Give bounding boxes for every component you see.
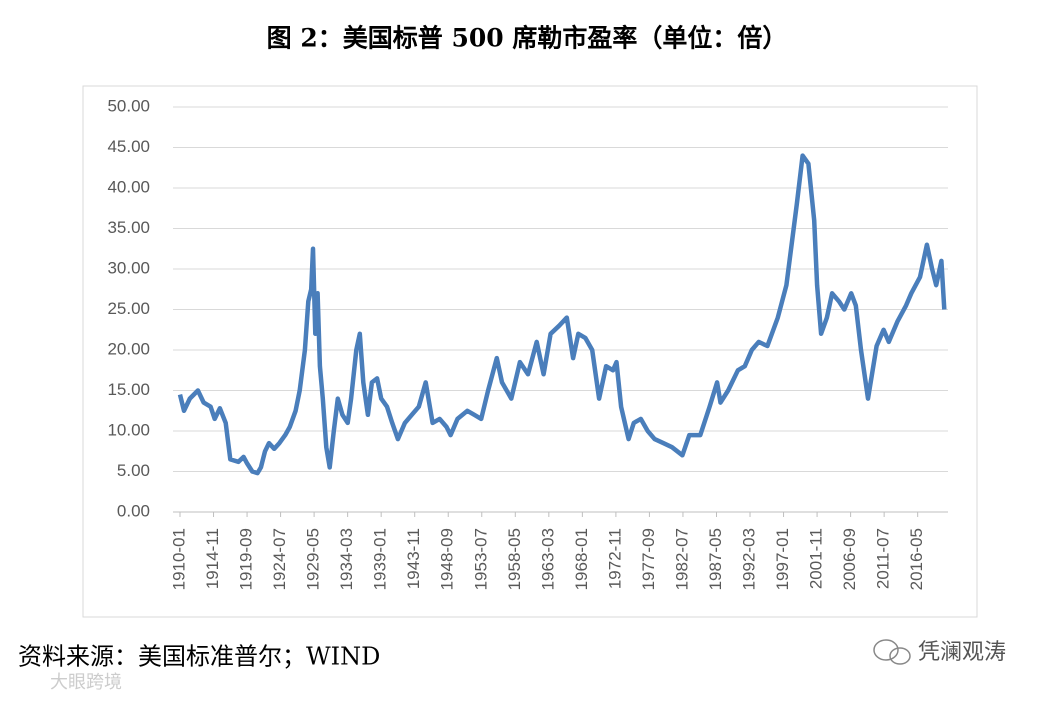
y-tick-label: 10.00 [107, 420, 150, 439]
y-tick-label: 5.00 [117, 461, 150, 480]
y-tick-label: 45.00 [107, 137, 150, 156]
y-tick-label: 0.00 [117, 501, 150, 520]
x-tick-label: 2006-09 [840, 528, 859, 590]
watermark-icon [873, 639, 911, 665]
x-tick-label: 1972-11 [605, 528, 624, 589]
x-tick-label: 1963-03 [538, 528, 557, 590]
y-tick-label: 15.00 [107, 380, 150, 399]
y-tick-label: 20.00 [107, 339, 150, 358]
x-tick-label: 2016-05 [907, 528, 926, 590]
y-tick-label: 40.00 [107, 177, 150, 196]
x-tick-label: 1943-11 [404, 528, 423, 589]
x-tick-label: 1910-01 [169, 528, 188, 590]
y-tick-label: 30.00 [107, 258, 150, 277]
chart-title: 图 2：美国标普 500 席勒市盈率（单位：倍） [267, 24, 788, 53]
y-tick-label: 50.00 [107, 96, 150, 115]
x-tick-label: 1934-03 [337, 528, 356, 590]
plot-frame [82, 85, 978, 618]
x-tick-label: 1914-11 [203, 528, 222, 589]
x-tick-label: 1992-03 [740, 528, 759, 590]
x-tick-label: 1968-01 [572, 528, 591, 590]
data-line [177, 153, 947, 476]
x-tick-label: 2011-07 [874, 528, 893, 589]
x-tick-label: 1924-07 [270, 528, 289, 590]
x-tick-label: 1953-07 [471, 528, 490, 590]
x-tick-label: 1929-05 [304, 528, 323, 590]
x-tick-label: 2001-11 [807, 528, 826, 589]
x-tick-label: 1919-09 [237, 528, 256, 590]
watermark: 凭澜观涛 [918, 640, 1006, 665]
x-tick-label: 1958-05 [505, 528, 524, 590]
x-tick-label: 1939-01 [371, 528, 390, 590]
x-tick-label: 1987-05 [706, 528, 725, 590]
y-tick-label: 35.00 [107, 218, 150, 237]
x-tick-label: 1977-09 [639, 528, 658, 590]
source-note: 资料来源：美国标准普尔；WIND [18, 643, 380, 671]
x-tick-label: 1982-07 [672, 528, 691, 590]
x-tick-label: 1997-01 [773, 528, 792, 590]
y-tick-label: 25.00 [107, 299, 150, 318]
watermark: 大眼跨境 [50, 672, 122, 693]
x-tick-label: 1948-09 [438, 528, 457, 590]
